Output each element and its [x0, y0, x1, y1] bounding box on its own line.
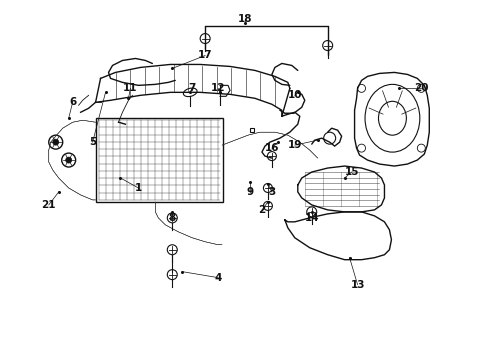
Text: 16: 16	[265, 143, 279, 153]
Circle shape	[53, 139, 59, 145]
Text: 9: 9	[246, 187, 253, 197]
Text: 17: 17	[198, 50, 213, 60]
Text: 20: 20	[414, 84, 429, 93]
Text: 18: 18	[238, 14, 252, 24]
Text: 3: 3	[268, 187, 275, 197]
Text: 1: 1	[135, 183, 142, 193]
Text: 4: 4	[215, 273, 222, 283]
Text: 11: 11	[123, 84, 138, 93]
Text: 13: 13	[350, 280, 365, 289]
Text: 6: 6	[69, 97, 76, 107]
Text: 8: 8	[169, 213, 176, 223]
Text: 5: 5	[89, 137, 96, 147]
Circle shape	[66, 157, 72, 163]
Text: 10: 10	[288, 90, 302, 100]
Text: 15: 15	[344, 167, 359, 177]
Text: 2: 2	[258, 205, 266, 215]
Text: 12: 12	[211, 84, 225, 93]
Bar	[96, 118, 223, 202]
Text: 19: 19	[288, 140, 302, 150]
Text: 14: 14	[304, 213, 319, 223]
Text: 21: 21	[42, 200, 56, 210]
Text: 7: 7	[189, 84, 196, 93]
